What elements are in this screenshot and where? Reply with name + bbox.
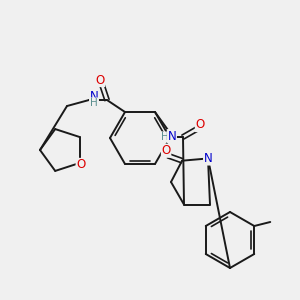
Text: N: N: [90, 89, 98, 103]
Text: O: O: [195, 118, 205, 131]
Text: N: N: [204, 152, 212, 165]
Text: O: O: [161, 144, 171, 157]
Text: O: O: [76, 158, 86, 171]
Text: H: H: [161, 132, 169, 142]
Text: H: H: [90, 98, 98, 108]
Text: N: N: [168, 130, 176, 142]
Text: O: O: [95, 74, 105, 86]
